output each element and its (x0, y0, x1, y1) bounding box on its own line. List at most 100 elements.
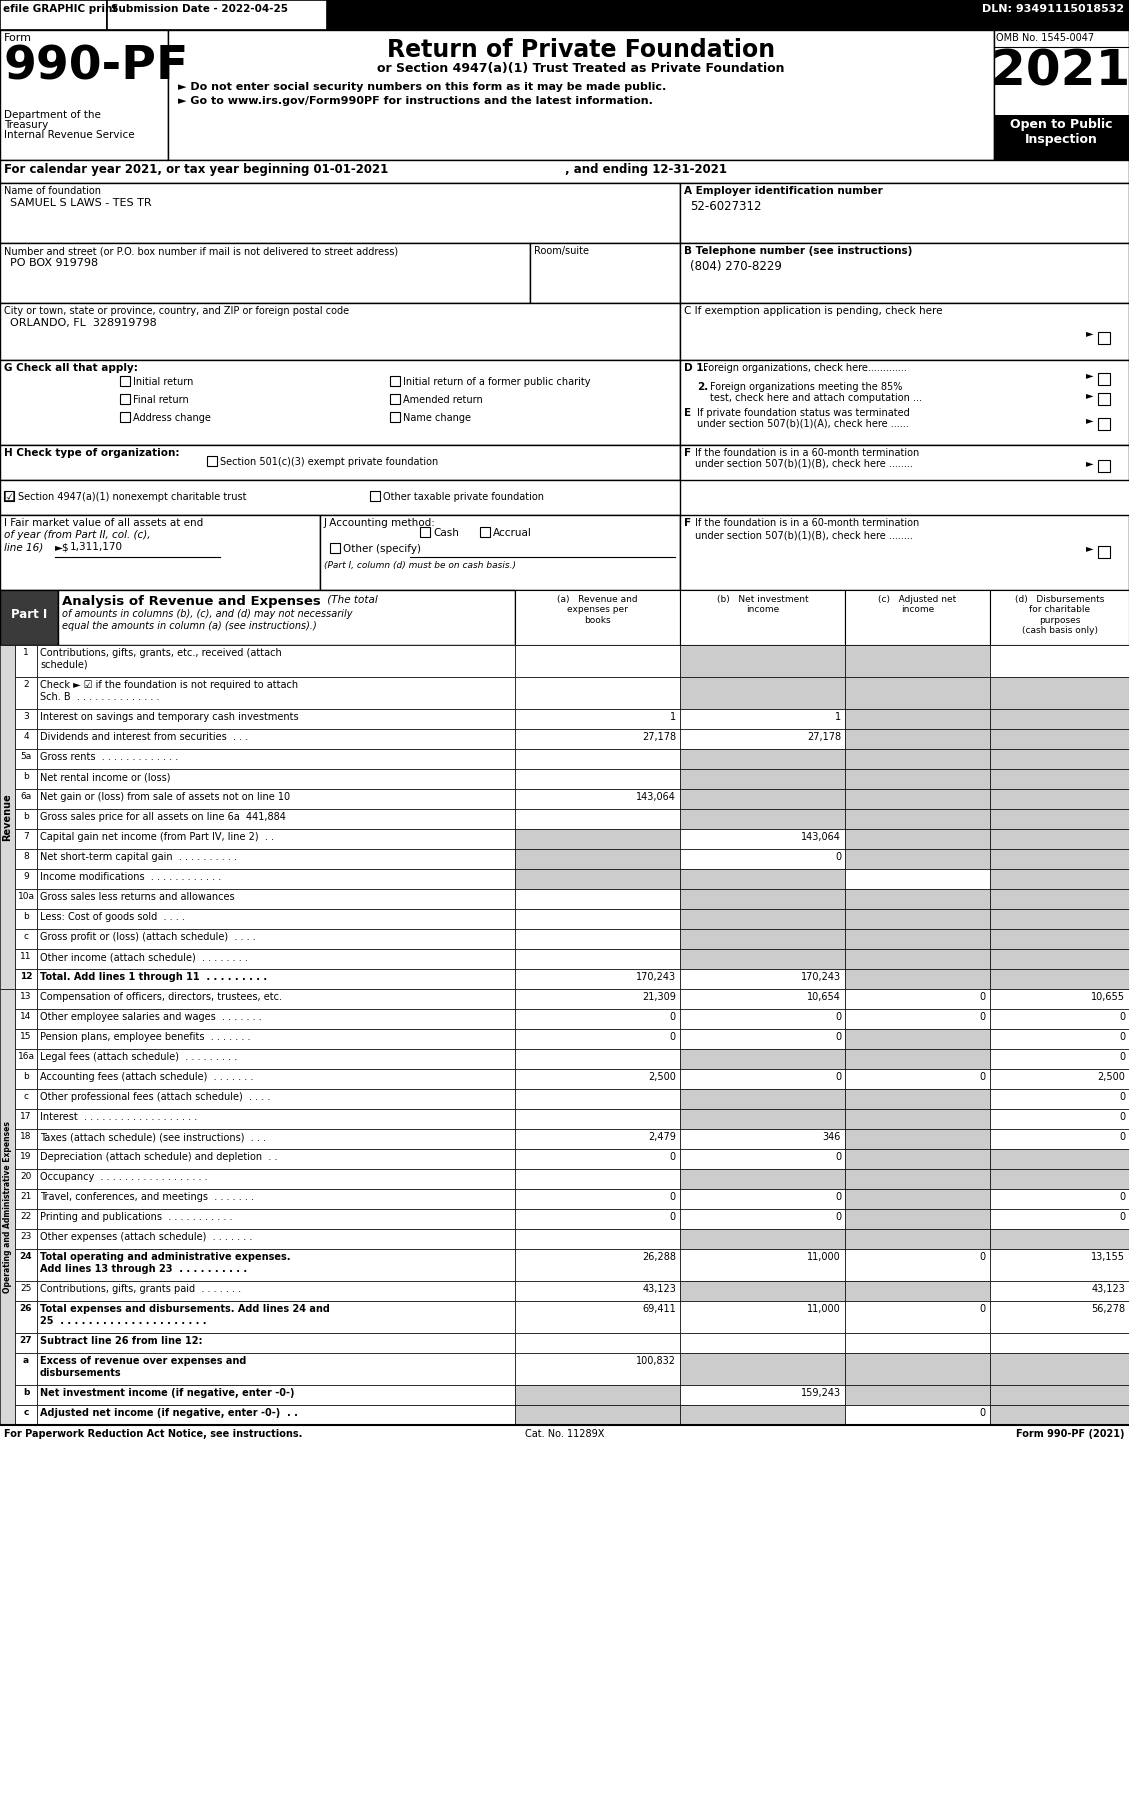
Text: Occupancy  . . . . . . . . . . . . . . . . . .: Occupancy . . . . . . . . . . . . . . . … (40, 1172, 208, 1181)
Bar (15, 1048, 37, 1070)
Bar (990, 1169, 1129, 1188)
Bar (680, 1250, 844, 1280)
Text: Other employee salaries and wages  . . . . . . .: Other employee salaries and wages . . . … (40, 1012, 262, 1021)
Text: 17: 17 (20, 1111, 32, 1120)
Bar (37, 1048, 515, 1070)
Text: Interest  . . . . . . . . . . . . . . . . . . .: Interest . . . . . . . . . . . . . . . .… (40, 1111, 198, 1122)
Bar (844, 829, 990, 849)
Bar (0, 444, 680, 480)
Bar (515, 969, 680, 989)
Text: 1: 1 (669, 712, 676, 723)
Bar (680, 514, 1129, 590)
Bar (515, 789, 680, 809)
Bar (515, 590, 680, 645)
Bar (37, 750, 515, 770)
Bar (37, 910, 515, 930)
Text: 19: 19 (20, 1153, 32, 1162)
Bar (680, 1208, 844, 1230)
Text: or Section 4947(a)(1) Trust Treated as Private Foundation: or Section 4947(a)(1) Trust Treated as P… (377, 61, 785, 76)
Bar (37, 1384, 515, 1404)
Text: Gross sales price for all assets on line 6a  441,884: Gross sales price for all assets on line… (40, 813, 286, 822)
Text: 27: 27 (19, 1336, 33, 1345)
Bar (15, 750, 37, 770)
Bar (515, 750, 680, 770)
Text: ►: ► (1086, 390, 1094, 399)
Bar (680, 969, 844, 989)
Text: 0: 0 (669, 1153, 676, 1162)
Text: Department of the: Department of the (5, 110, 100, 120)
Bar (990, 1028, 1129, 1048)
Bar (990, 888, 1129, 910)
Bar (37, 1090, 515, 1109)
Bar (844, 910, 990, 930)
Bar (37, 789, 515, 809)
Bar (37, 1028, 515, 1048)
Bar (37, 1230, 515, 1250)
Text: 7: 7 (23, 832, 29, 841)
Text: 23: 23 (20, 1232, 32, 1241)
Text: H Check type of organization:: H Check type of organization: (5, 448, 180, 458)
Bar (37, 888, 515, 910)
Text: c: c (24, 1091, 28, 1100)
Text: 2,479: 2,479 (648, 1133, 676, 1142)
Bar (37, 1169, 515, 1188)
Bar (390, 376, 400, 387)
Text: b: b (23, 912, 29, 921)
Text: Net gain or (loss) from sale of assets not on line 10: Net gain or (loss) from sale of assets n… (40, 791, 290, 802)
Text: Interest on savings and temporary cash investments: Interest on savings and temporary cash i… (40, 712, 299, 723)
Bar (990, 1354, 1129, 1384)
Text: 27,178: 27,178 (807, 732, 841, 743)
Bar (515, 809, 680, 829)
Text: 10,655: 10,655 (1091, 992, 1124, 1001)
Text: ►: ► (1086, 327, 1094, 338)
Bar (680, 1302, 844, 1332)
Bar (515, 708, 680, 728)
Bar (680, 868, 844, 888)
Text: Cat. No. 11289X: Cat. No. 11289X (525, 1429, 604, 1438)
Text: Room/suite: Room/suite (534, 246, 589, 255)
Text: 12: 12 (19, 973, 33, 982)
Bar (15, 1354, 37, 1384)
Text: For calendar year 2021, or tax year beginning 01-01-2021: For calendar year 2021, or tax year begi… (5, 164, 388, 176)
Bar (15, 1384, 37, 1404)
Bar (15, 1208, 37, 1230)
Text: 26,288: 26,288 (642, 1251, 676, 1262)
Text: Contributions, gifts, grants paid  . . . . . . .: Contributions, gifts, grants paid . . . … (40, 1284, 242, 1295)
Text: (c)   Adjusted net
income: (c) Adjusted net income (878, 595, 956, 615)
Bar (515, 1280, 680, 1302)
Text: 21,309: 21,309 (642, 992, 676, 1001)
Bar (844, 1208, 990, 1230)
Bar (58, 590, 515, 645)
Bar (990, 1188, 1129, 1208)
Bar (0, 360, 680, 444)
Bar (990, 930, 1129, 949)
Bar (990, 750, 1129, 770)
Bar (37, 969, 515, 989)
Text: 0: 0 (834, 1153, 841, 1162)
Text: c: c (24, 1408, 28, 1417)
Bar (680, 243, 1129, 304)
Text: 6a: 6a (20, 791, 32, 800)
Bar (168, 31, 994, 160)
Text: Initial return of a former public charity: Initial return of a former public charit… (403, 378, 590, 387)
Bar (844, 1404, 990, 1426)
Bar (680, 360, 1129, 444)
Text: a: a (23, 1356, 29, 1365)
Bar (990, 809, 1129, 829)
Bar (844, 1188, 990, 1208)
Text: (d)   Disbursements
for charitable
purposes
(cash basis only): (d) Disbursements for charitable purpose… (1015, 595, 1104, 635)
Bar (515, 1332, 680, 1354)
Text: Initial return: Initial return (133, 378, 193, 387)
Bar (844, 1149, 990, 1169)
Bar (680, 708, 844, 728)
Text: 0: 0 (669, 1032, 676, 1043)
Text: equal the amounts in column (a) (see instructions).): equal the amounts in column (a) (see ins… (62, 620, 317, 631)
Text: b: b (23, 1388, 29, 1397)
Bar (37, 989, 515, 1009)
Text: under section 507(b)(1)(B), check here ........: under section 507(b)(1)(B), check here .… (695, 530, 913, 539)
Text: I Fair market value of all assets at end: I Fair market value of all assets at end (5, 518, 203, 529)
Text: ► Go to www.irs.gov/Form990PF for instructions and the latest information.: ► Go to www.irs.gov/Form990PF for instru… (178, 95, 653, 106)
Text: Form: Form (5, 32, 32, 43)
Text: 10,654: 10,654 (807, 992, 841, 1001)
Bar (515, 1230, 680, 1250)
